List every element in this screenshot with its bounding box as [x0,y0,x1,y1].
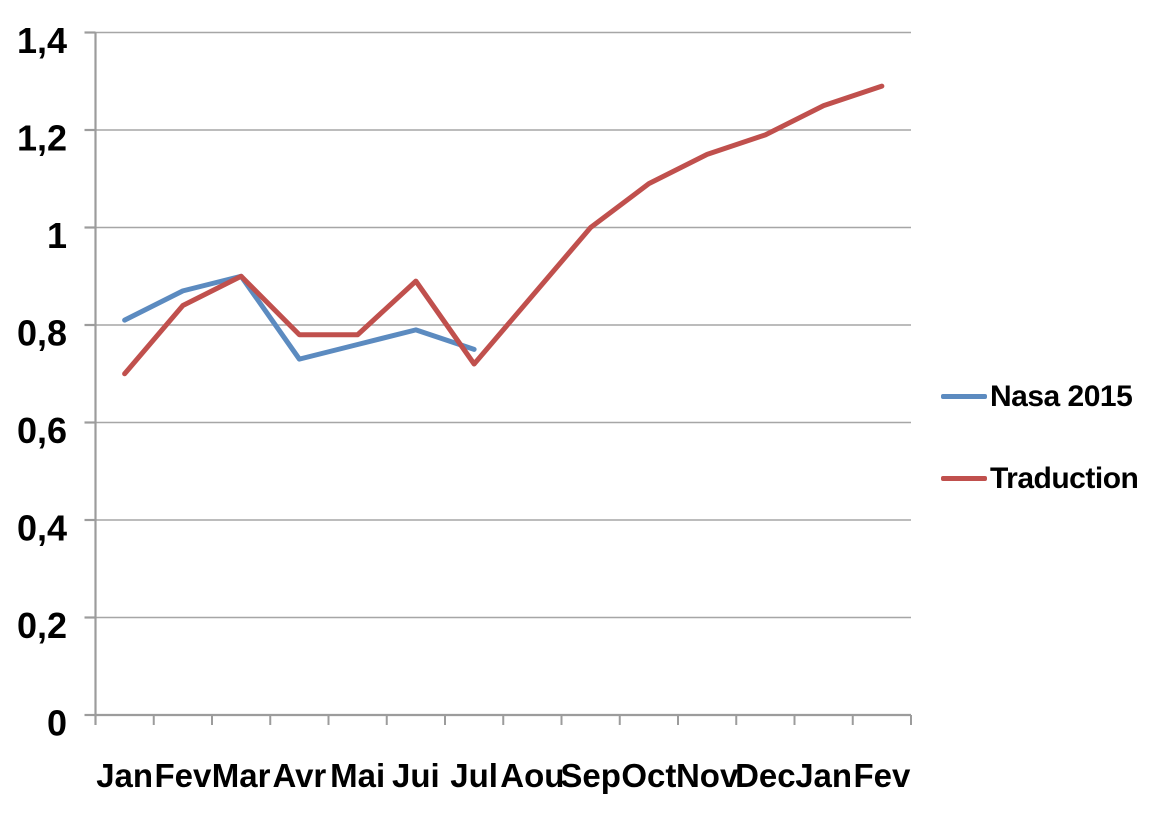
legend-label-nasa-2015: Nasa 2015 [990,379,1133,413]
y-tick-label: 0 [47,703,67,744]
series-line-traduction [122,83,885,377]
legend-line-swatch-traduction [941,476,987,481]
x-tick-label: Mar [212,757,271,794]
y-tick-label: 0,8 [17,313,67,354]
chart-legend: Nasa 2015 Traduction [941,374,1139,501]
y-tick-label: 0,4 [17,508,67,549]
x-tick-label: Avr [272,757,326,794]
x-tick-label: Mai [330,757,385,794]
x-tick-label: Jan [96,757,153,794]
y-tick-label: 1,4 [17,20,67,61]
x-tick-label: Sep [560,757,621,794]
x-tick-label: Jui [392,757,440,794]
x-tick-label: Jan [795,757,852,794]
y-tick-label: 0,6 [17,410,67,451]
y-tick-label: 0,2 [17,605,67,646]
x-tick-label: Oct [621,757,676,794]
x-tick-label: Nov [676,757,739,794]
x-tick-label: Fev [154,757,212,794]
series-line-nasa-2015 [122,273,477,362]
x-tick-label: Dec [735,757,796,794]
x-tick-label: Aou [500,757,564,794]
legend-line-swatch-nasa-2015 [941,394,987,399]
y-tick-label: 1,2 [17,118,67,159]
y-tick-label: 1 [47,215,67,256]
x-tick-label: Fev [853,757,911,794]
x-tick-label: Jul [450,757,498,794]
legend-item-nasa-2015: Nasa 2015 [941,374,1138,419]
legend-item-traduction: Traduction [941,456,1139,501]
legend-label-traduction: Traduction [990,461,1139,495]
